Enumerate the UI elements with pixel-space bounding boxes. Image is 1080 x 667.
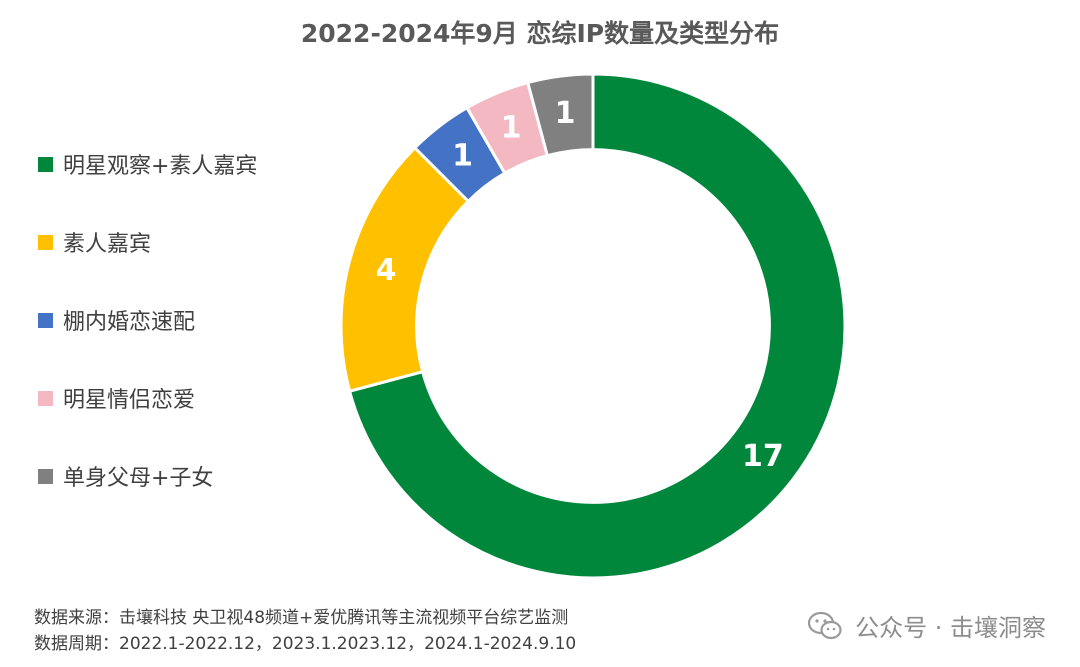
wechat-icon — [808, 611, 842, 639]
legend-label: 素人嘉宾 — [63, 232, 152, 257]
donut-slice — [525, 72, 595, 158]
donut-slices — [339, 72, 847, 580]
data-label: 1 — [555, 96, 576, 131]
legend-item: 单身父母+子女 — [38, 460, 213, 492]
legend-swatch — [38, 390, 53, 406]
legend-item: 素人嘉宾 — [38, 226, 151, 258]
legend-item: 明星观察+素人嘉宾 — [38, 148, 257, 180]
donut-slice — [347, 72, 847, 580]
period-note: 数据周期：2022.1-2022.12，2023.1.2023.12，2024.… — [34, 634, 577, 654]
legend-swatch — [38, 312, 53, 328]
donut-slice — [339, 145, 471, 394]
watermark-text: 公众号 · 击壤洞察 — [855, 614, 1046, 642]
watermark: 公众号 · 击壤洞察 — [807, 608, 1046, 643]
data-label: 1 — [501, 111, 522, 146]
data-label: 1 — [452, 139, 473, 174]
legend-swatch — [38, 468, 53, 484]
legend-label: 明星观察+素人嘉宾 — [63, 154, 258, 179]
legend-item: 明星情侣恋爱 — [38, 382, 195, 414]
chart-footer: 数据来源：击壤科技 央卫视48频道+爱优腾讯等主流视频平台综艺监测 数据周期：2… — [34, 605, 576, 657]
legend-label: 棚内婚恋速配 — [63, 310, 196, 335]
source-note: 数据来源：击壤科技 央卫视48频道+爱优腾讯等主流视频平台综艺监测 — [34, 608, 569, 628]
legend-item: 棚内婚恋速配 — [38, 304, 195, 336]
legend-label: 明星情侣恋爱 — [63, 388, 196, 413]
chart-title: 2022-2024年9月 恋综IP数量及类型分布 — [300, 19, 780, 48]
data-label: 4 — [376, 253, 397, 288]
legend-swatch — [38, 234, 53, 250]
legend-swatch — [38, 156, 53, 172]
data-label: 17 — [742, 439, 784, 474]
legend-label: 单身父母+子女 — [63, 466, 214, 491]
